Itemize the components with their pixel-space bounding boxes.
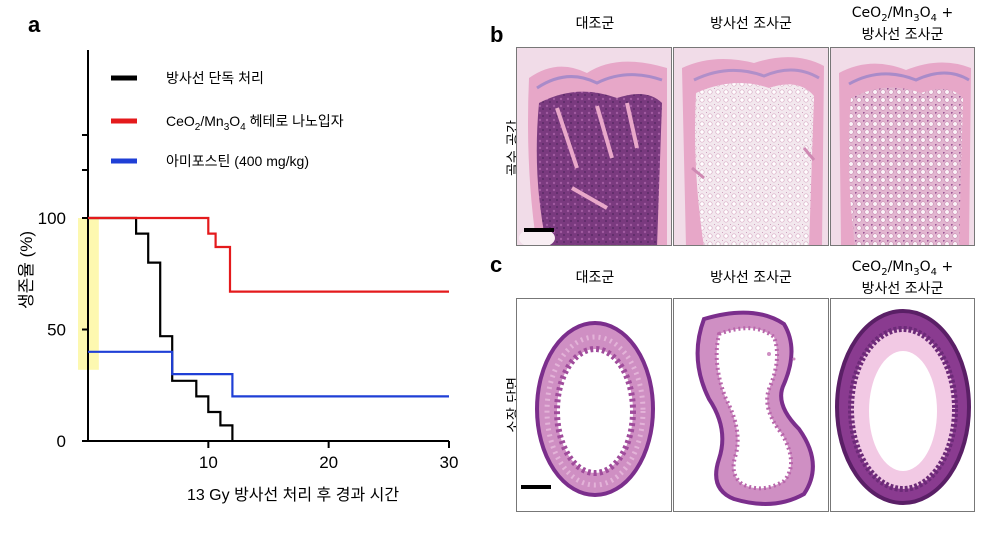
y-axis-label: 생존율 (%) [17, 231, 36, 309]
legend-label-3: 아미포스틴 (400 mg/kg) [166, 153, 309, 169]
x-tick-label: 20 [319, 453, 338, 472]
panel-b-col-control: 대조군 [575, 16, 615, 32]
bone-marrow-nanoparticle-image [830, 47, 975, 246]
y-tick-label: 0 [57, 432, 66, 451]
bone-marrow-control-image [516, 47, 672, 246]
y-tick-label: 50 [47, 321, 66, 340]
panel-b-letter: b [490, 22, 504, 47]
panel-a-letter: a [28, 12, 41, 37]
intestine-nanoparticle-image [830, 298, 975, 512]
bone-marrow-irradiated-image [673, 47, 829, 246]
survival-chart: 0 50 100 10 20 30 방사선 단독 처리 CeO2/Mn3O4 헤테로 나노입… [17, 50, 459, 504]
series-line-1 [88, 216, 234, 441]
series-line-3 [88, 350, 449, 398]
y-tick-label: 100 [38, 209, 66, 228]
panel-c-col-irradiated: 방사선 조사군 [710, 270, 792, 286]
x-tick-label: 30 [440, 453, 459, 472]
panel-b-col-irradiated: 방사선 조사군 [710, 16, 792, 32]
x-tick-label: 10 [199, 453, 218, 472]
panel-b-scale-bar [524, 228, 554, 232]
panel-c-letter: c [490, 252, 503, 277]
x-axis-label: 13 Gy 방사선 처리 후 경과 시간 [187, 486, 399, 504]
panel-c-scale-bar [521, 485, 551, 489]
legend-label-2: CeO2/Mn3O4 헤테로 나노입자 [166, 113, 344, 133]
series-line-2 [88, 216, 449, 293]
intestine-control-image [516, 298, 672, 512]
intestine-irradiated-image [673, 298, 829, 512]
panel-c-col-nanoparticle: CeO2/Mn3O4 + 방사선 조사군 [851, 259, 954, 297]
panel-b-col-nanoparticle: CeO2/Mn3O4 + 방사선 조사군 [851, 5, 954, 43]
legend-label-1: 방사선 단독 처리 [166, 70, 264, 86]
panel-c-col-control: 대조군 [575, 270, 615, 286]
